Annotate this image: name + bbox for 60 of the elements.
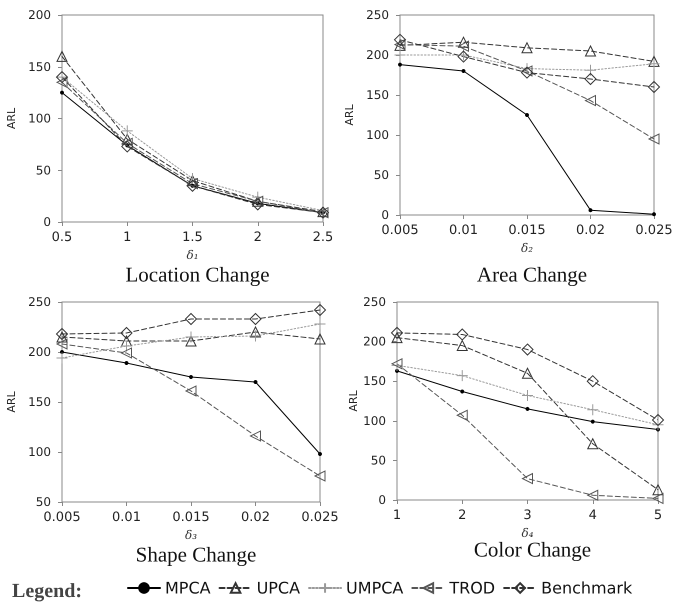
y-tick-label: 100 — [363, 414, 386, 428]
x-tick-label: 0.015 — [172, 510, 210, 525]
x-tick-label: 5 — [654, 508, 662, 523]
text: Location Change — [125, 262, 270, 286]
legend-label: UPCA — [256, 578, 300, 598]
legend-label: Benchmark — [541, 578, 633, 598]
y-tick-label: 150 — [28, 60, 51, 74]
y-tick-label: 150 — [28, 395, 51, 409]
y-tick-label: 50 — [36, 495, 51, 509]
x-tick-label: 0.01 — [449, 223, 478, 238]
y-tick-label: 150 — [363, 374, 386, 388]
y-tick-label: 200 — [363, 334, 386, 349]
text: Area Change — [476, 262, 588, 286]
y-tick-label: 0 — [43, 215, 51, 229]
y-tick-label: 0 — [378, 493, 386, 507]
legend-label: UMPCA — [346, 578, 404, 598]
x-tick-label: 0.005 — [381, 223, 419, 238]
y-tick-label: 200 — [28, 345, 51, 359]
y-axis-title: ARL — [5, 106, 18, 130]
y-tick-label: 50 — [370, 453, 386, 468]
y-tick-label: 200 — [28, 8, 51, 22]
y-tick-label: 150 — [366, 88, 389, 102]
legend-label: MPCA — [165, 578, 211, 598]
x-tick-label: 0.005 — [43, 510, 81, 525]
x-axis-title: δ₃ — [184, 528, 198, 542]
text: Color Change — [474, 538, 592, 562]
x-tick-label: 0.02 — [576, 223, 605, 238]
x-tick-label: 1 — [123, 230, 132, 245]
x-tick-label: 4 — [588, 508, 597, 523]
x-axis-title: δ₂ — [520, 240, 534, 255]
y-axis-title: ARL — [5, 390, 18, 413]
legend-label: TROD — [448, 578, 496, 598]
y-tick-label: 100 — [28, 445, 51, 459]
x-tick-label: 0.025 — [635, 223, 673, 238]
y-tick-label: 200 — [366, 48, 389, 62]
x-tick-label: 1.5 — [182, 230, 203, 245]
x-axis-title: δ₁ — [186, 248, 199, 262]
y-tick-label: 250 — [28, 295, 51, 309]
x-tick-label: 1 — [392, 508, 402, 523]
x-tick-label: 2 — [254, 230, 262, 245]
x-tick-label: 0.015 — [508, 223, 546, 238]
x-tick-label: 0.5 — [52, 230, 72, 245]
x-tick-label: 3 — [523, 508, 532, 523]
text: Shape Change — [136, 542, 256, 566]
x-axis-title: δ₄ — [521, 526, 534, 540]
x-tick-label: 0.02 — [241, 510, 270, 525]
x-tick-label: 2.5 — [312, 230, 334, 245]
y-tick-label: 250 — [363, 295, 386, 309]
x-tick-label: 0.025 — [301, 510, 339, 525]
y-tick-label: 100 — [366, 128, 389, 142]
x-tick-label: 2 — [458, 508, 466, 523]
legend-title: Legend: — [12, 580, 82, 602]
y-tick-label: 250 — [366, 8, 389, 22]
y-tick-label: 0 — [381, 208, 389, 222]
y-axis-title: ARL — [343, 103, 356, 126]
y-tick-label: 100 — [28, 112, 51, 126]
y-tick-label: 50 — [36, 163, 51, 178]
y-axis-title: ARL — [347, 389, 360, 412]
y-tick-label: 50 — [374, 168, 389, 182]
x-tick-label: 0.01 — [112, 510, 141, 525]
